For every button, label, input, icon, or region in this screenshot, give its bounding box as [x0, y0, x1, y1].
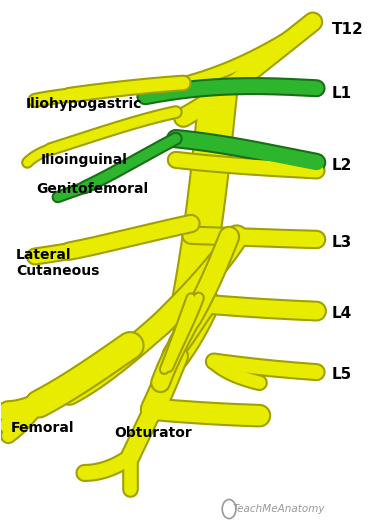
Text: TeachMeAnatomy: TeachMeAnatomy: [232, 504, 325, 514]
Text: Ilioinguinal: Ilioinguinal: [41, 153, 128, 167]
Text: L2: L2: [332, 157, 352, 173]
Text: L3: L3: [332, 235, 352, 250]
Text: L1: L1: [332, 86, 352, 101]
Text: L4: L4: [332, 306, 352, 321]
Text: Genitofemoral: Genitofemoral: [36, 182, 148, 196]
Text: Lateral
Cutaneous: Lateral Cutaneous: [16, 248, 99, 278]
Text: Obturator: Obturator: [114, 426, 192, 440]
Text: T12: T12: [332, 22, 364, 37]
Text: Femoral: Femoral: [11, 421, 74, 435]
Text: L5: L5: [332, 367, 352, 383]
Text: Iliohypogastric: Iliohypogastric: [26, 97, 142, 111]
